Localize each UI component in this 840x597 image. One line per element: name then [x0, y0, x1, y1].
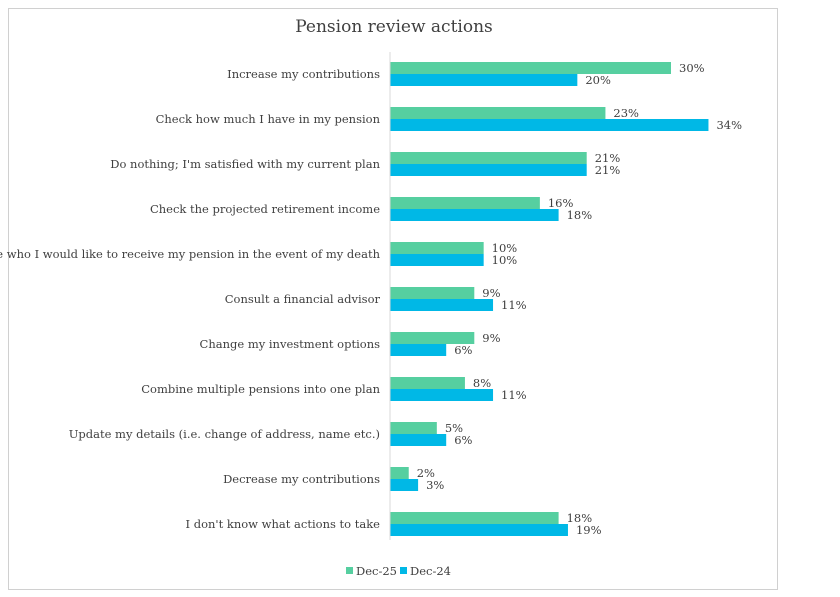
bar-dec-24	[390, 344, 447, 356]
bar-dec-25	[390, 377, 465, 389]
chart-title: Pension review actions	[295, 17, 493, 37]
data-label: 19%	[576, 523, 602, 537]
bar-dec-25	[390, 152, 587, 164]
bar-dec-25	[390, 242, 484, 254]
bar-dec-25	[390, 197, 540, 209]
bar-dec-24	[390, 254, 484, 266]
bar-dec-24	[390, 119, 709, 131]
legend-label: Dec-25	[356, 564, 397, 578]
bar-dec-25	[390, 62, 671, 74]
legend: Dec-25 Dec-24	[346, 564, 451, 578]
bar-dec-24	[390, 164, 587, 176]
data-label: 16%	[548, 196, 574, 210]
category-label: Increase my contributions	[227, 67, 380, 81]
data-label: 30%	[679, 61, 705, 75]
data-label: 34%	[716, 118, 742, 132]
data-label: 21%	[595, 151, 621, 165]
category-label: Combine multiple pensions into one plan	[141, 382, 380, 396]
category-label: Change my investment options	[200, 337, 381, 351]
data-label: 11%	[501, 388, 527, 402]
data-label: 6%	[454, 343, 472, 357]
data-label: 18%	[567, 208, 593, 222]
bar-dec-24	[390, 389, 494, 401]
category-label: Consult a financial advisor	[225, 292, 381, 306]
bar-dec-25	[390, 512, 559, 524]
category-label: Do nothing; I'm satisfied with my curren…	[110, 157, 380, 171]
legend-swatch-dec-25	[346, 567, 353, 574]
chart-frame	[8, 8, 778, 590]
category-label: I don't know what actions to take	[186, 517, 381, 531]
category-label: Decrease my contributions	[223, 472, 380, 486]
bar-dec-24	[390, 299, 494, 311]
bar-dec-24	[390, 479, 419, 491]
data-label: 20%	[585, 73, 611, 87]
data-label: 18%	[567, 511, 593, 525]
bar-dec-24	[390, 434, 447, 446]
data-label: 2%	[417, 466, 435, 480]
legend-label: Dec-24	[410, 564, 451, 578]
data-label: 10%	[492, 241, 518, 255]
bar-dec-25	[390, 107, 606, 119]
category-label: Update who I would like to receive my pe…	[0, 247, 381, 261]
data-label: 21%	[595, 163, 621, 177]
bar-dec-24	[390, 209, 559, 221]
bar-dec-25	[390, 422, 437, 434]
data-label: 5%	[445, 421, 463, 435]
bar-dec-24	[390, 524, 568, 536]
bar-dec-25	[390, 332, 475, 344]
bar-dec-25	[390, 287, 475, 299]
category-label: Check the projected retirement income	[150, 202, 380, 216]
category-label: Check how much I have in my pension	[156, 112, 381, 126]
category-label: Update my details (i.e. change of addres…	[69, 427, 380, 441]
bar-dec-25	[390, 467, 409, 479]
data-label: 9%	[482, 286, 500, 300]
data-label: 6%	[454, 433, 472, 447]
data-label: 10%	[492, 253, 518, 267]
data-label: 3%	[426, 478, 444, 492]
data-label: 8%	[473, 376, 491, 390]
legend-swatch-dec-24	[400, 567, 407, 574]
bar-dec-24	[390, 74, 578, 86]
data-label: 9%	[482, 331, 500, 345]
data-label: 11%	[501, 298, 527, 312]
data-label: 23%	[613, 106, 639, 120]
